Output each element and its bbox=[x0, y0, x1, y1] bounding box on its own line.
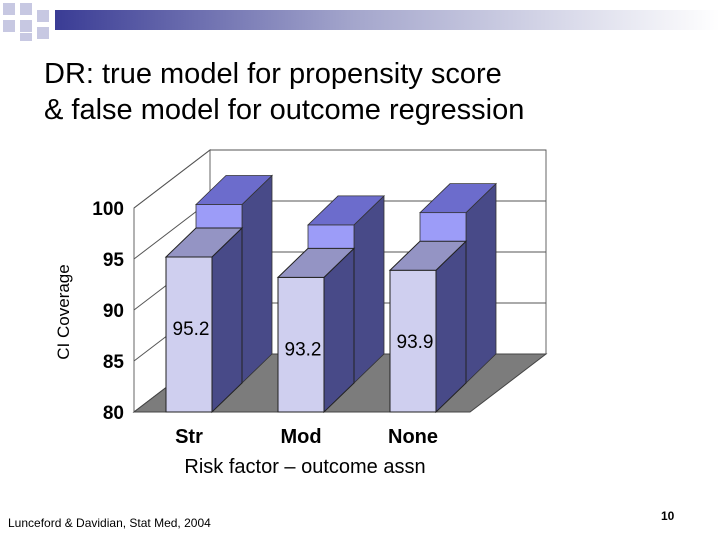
y-tick-label: 85 bbox=[103, 352, 125, 373]
y-tick-label: 90 bbox=[103, 301, 124, 322]
bar bbox=[164, 226, 244, 414]
y-axis-ticks: 80 85 90 95 100 bbox=[92, 199, 124, 424]
y-axis-label: CI Coverage bbox=[54, 264, 73, 359]
y-tick-label: 100 bbox=[92, 199, 124, 220]
gridline bbox=[133, 149, 546, 209]
bar-top bbox=[276, 247, 356, 278]
header-square bbox=[37, 27, 49, 39]
slide-title-line-1: DR: true model for propensity score bbox=[44, 58, 502, 90]
bar-top bbox=[388, 240, 468, 271]
y-tick-label: 95 bbox=[103, 250, 125, 271]
background-bar-top bbox=[419, 183, 497, 214]
x-category-label: None bbox=[388, 426, 438, 448]
bar-side bbox=[211, 226, 243, 414]
data-labels: 95.2 93.2 93.9 bbox=[173, 319, 434, 360]
data-label: 93.2 bbox=[285, 339, 322, 360]
slide-title: DR: true model for propensity score & fa… bbox=[44, 56, 524, 128]
x-axis-label: Risk factor – outcome assn bbox=[184, 456, 426, 478]
background-bar-top bbox=[307, 195, 385, 226]
header-square bbox=[20, 20, 32, 32]
bar-front bbox=[389, 269, 437, 413]
citation: Lunceford & Davidian, Stat Med, 2004 bbox=[8, 516, 211, 530]
x-category-label: Str bbox=[175, 426, 203, 448]
slide-title-line-2: & false model for outcome regression bbox=[44, 94, 525, 126]
bar bbox=[276, 247, 356, 414]
bar bbox=[388, 240, 468, 414]
data-label: 93.9 bbox=[397, 332, 434, 353]
bar-series bbox=[164, 226, 468, 414]
header-square bbox=[3, 3, 15, 15]
background-bar-side bbox=[353, 194, 385, 384]
data-label: 95.2 bbox=[173, 319, 210, 340]
x-axis-categories: Str Mod None bbox=[175, 426, 438, 448]
header-square bbox=[37, 10, 49, 22]
bar-top bbox=[164, 227, 244, 258]
background-bar-top bbox=[195, 175, 273, 205]
header-square bbox=[20, 33, 32, 41]
x-category-label: Mod bbox=[280, 426, 321, 448]
header-square bbox=[3, 20, 15, 32]
background-bar-side bbox=[241, 174, 273, 384]
y-tick-label: 80 bbox=[103, 403, 124, 424]
bar-front bbox=[165, 256, 213, 413]
background-bar-side bbox=[465, 182, 497, 384]
header-decoration bbox=[3, 3, 720, 41]
page-number: 10 bbox=[661, 509, 675, 523]
bar-front bbox=[277, 276, 325, 413]
bar-side bbox=[435, 240, 467, 414]
header-gradient-bar bbox=[55, 10, 720, 30]
header-square bbox=[20, 3, 32, 15]
